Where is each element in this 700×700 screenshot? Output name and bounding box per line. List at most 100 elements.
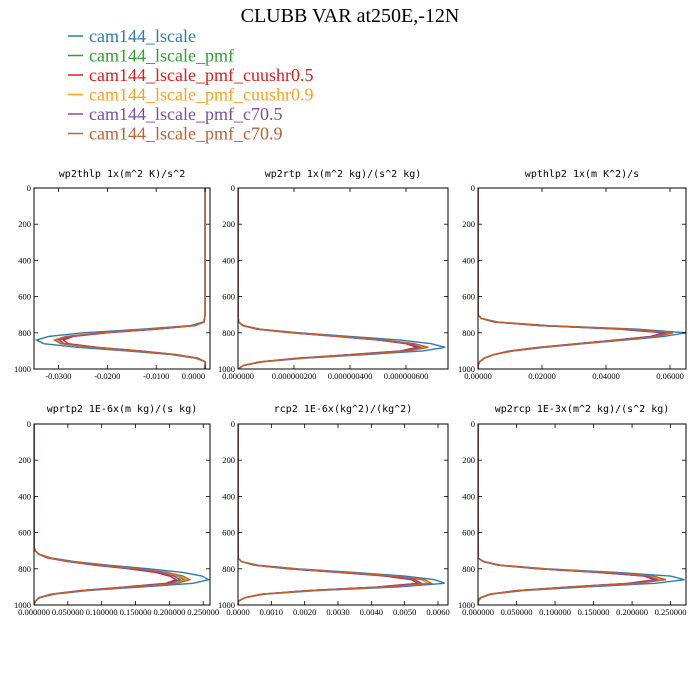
y-tick-label: 1000 [458, 600, 475, 610]
y-tick-label: 800 [222, 564, 235, 574]
series-line [238, 424, 421, 605]
x-tick-label: 0.000000400 [328, 371, 373, 381]
legend-item: cam144_lscale_pmf [68, 46, 234, 66]
y-tick-label: 200 [222, 455, 235, 465]
y-tick-label: 200 [462, 219, 475, 229]
legend-label: cam144_lscale [89, 26, 196, 46]
y-tick-label: 400 [18, 491, 31, 501]
y-tick-label: 600 [222, 528, 235, 538]
x-tick-label: -0.0100 [143, 371, 169, 381]
chart-panels: wp2thlp 1x(m^2 K)/s^2 0 200 400 600 800 1000 -0… [14, 169, 687, 617]
x-tick-label: 0.0030 [326, 607, 349, 617]
y-tick-label: 1000 [218, 364, 235, 374]
x-tick-label: 0.000000200 [272, 371, 317, 381]
x-tick-label: 0.000000 [222, 371, 254, 381]
y-tick-label: 400 [18, 255, 31, 265]
x-tick-label: 0.100000 [539, 607, 571, 617]
x-tick-label: 0.0000 [182, 371, 205, 381]
series-line [478, 188, 664, 369]
chart-panel: wp2rtp 1x(m^2 kg)/(s^2 kg) 0 200 400 600 800 1… [218, 169, 449, 381]
series-line [478, 424, 660, 605]
plot-frame [237, 423, 449, 606]
plot-frame [33, 187, 211, 370]
y-tick-label: 1000 [14, 364, 31, 374]
series-line [34, 424, 192, 605]
series-line [478, 188, 671, 369]
y-tick-label: 800 [462, 328, 475, 338]
x-tick-label: 0.000000600 [384, 371, 429, 381]
legend-item: cam144_lscale_pmf_cuushr0.9 [68, 85, 313, 105]
x-tick-label: 0.04000 [592, 371, 620, 381]
y-tick-label: 0 [27, 183, 31, 193]
series-group [238, 188, 446, 369]
panel-title: wprtp2 1E-6x(m kg)/(s kg) [47, 404, 198, 415]
series-group [238, 424, 445, 605]
x-tick-label: 0.06000 [656, 371, 684, 381]
series-line [238, 188, 423, 369]
x-tick-label: 0.0040 [360, 607, 383, 617]
series-line [478, 188, 667, 369]
x-tick-label: -0.0200 [94, 371, 120, 381]
series-line [61, 188, 206, 369]
chart-panel: wp2thlp 1x(m^2 K)/s^2 0 200 400 600 800 1000 -0… [14, 169, 211, 381]
plot-frame [33, 423, 211, 606]
series-line [478, 188, 686, 369]
legend-item: cam144_lscale_pmf_cuushr0.5 [68, 65, 313, 85]
x-tick-label: 0.0060 [426, 607, 449, 617]
x-tick-label: 0.00000 [464, 371, 492, 381]
chart-panel: rcp2 1E-6x(kg^2)/(kg^2) 0 200 400 600 800 1000… [218, 404, 450, 617]
x-tick-label: 0.000000 [462, 607, 494, 617]
chart-panel: wpthlp2 1x(m K^2)/s 0 200 400 600 800 10000.00… [458, 169, 687, 381]
y-tick-label: 200 [18, 219, 31, 229]
y-tick-label: 800 [18, 564, 31, 574]
chart-panel: wp2rcp 1E-3x(m^2 kg)/(s^2 kg) 0 200 400 600 8… [458, 404, 687, 617]
series-line [478, 424, 667, 605]
series-line [55, 188, 206, 369]
series-group [478, 424, 685, 605]
x-tick-label: 0.0000 [226, 607, 249, 617]
y-tick-label: 1000 [14, 600, 31, 610]
y-tick-label: 600 [222, 292, 235, 302]
legend-label: cam144_lscale_pmf_cuushr0.9 [89, 85, 313, 105]
series-line [54, 188, 206, 369]
y-tick-label: 1000 [218, 600, 235, 610]
panel-title: rcp2 1E-6x(kg^2)/(kg^2) [274, 404, 412, 415]
figure-title: CLUBB VAR at250E,-12N [241, 5, 460, 27]
y-tick-label: 800 [462, 564, 475, 574]
series-group [34, 188, 206, 369]
series-line [238, 188, 446, 369]
series-line [478, 188, 674, 369]
plot-frame [477, 187, 687, 370]
series-group [478, 188, 686, 369]
series-line [52, 188, 206, 369]
y-tick-label: 600 [462, 292, 475, 302]
series-line [34, 424, 178, 605]
x-tick-label: -0.0300 [45, 371, 71, 381]
x-tick-label: 0.100000 [86, 607, 118, 617]
x-tick-label: 0.150000 [120, 607, 152, 617]
chart-panel: wprtp2 1E-6x(m kg)/(s kg) 0 200 400 600 800 10… [14, 404, 219, 617]
y-tick-label: 0 [231, 419, 235, 429]
y-tick-label: 400 [222, 255, 235, 265]
y-tick-label: 0 [27, 419, 31, 429]
x-tick-label: 0.200000 [153, 607, 185, 617]
legend-item: cam144_lscale_pmf_c70.5 [68, 104, 282, 124]
legend-item: cam144_lscale_pmf_c70.9 [68, 124, 282, 144]
x-tick-label: 0.250000 [655, 607, 687, 617]
legend-label: cam144_lscale_pmf_c70.5 [89, 104, 282, 124]
series-line [34, 424, 189, 605]
y-tick-label: 0 [471, 183, 475, 193]
y-tick-label: 800 [222, 328, 235, 338]
series-line [238, 188, 429, 369]
y-tick-label: 400 [462, 255, 475, 265]
plot-frame [237, 187, 449, 370]
y-tick-label: 400 [462, 491, 475, 501]
y-tick-label: 400 [222, 491, 235, 501]
y-tick-label: 600 [462, 528, 475, 538]
series-line [478, 188, 671, 369]
series-line [478, 424, 656, 605]
y-tick-label: 1000 [458, 364, 475, 374]
panel-title: wp2thlp 1x(m^2 K)/s^2 [59, 169, 185, 180]
series-group [34, 424, 210, 605]
